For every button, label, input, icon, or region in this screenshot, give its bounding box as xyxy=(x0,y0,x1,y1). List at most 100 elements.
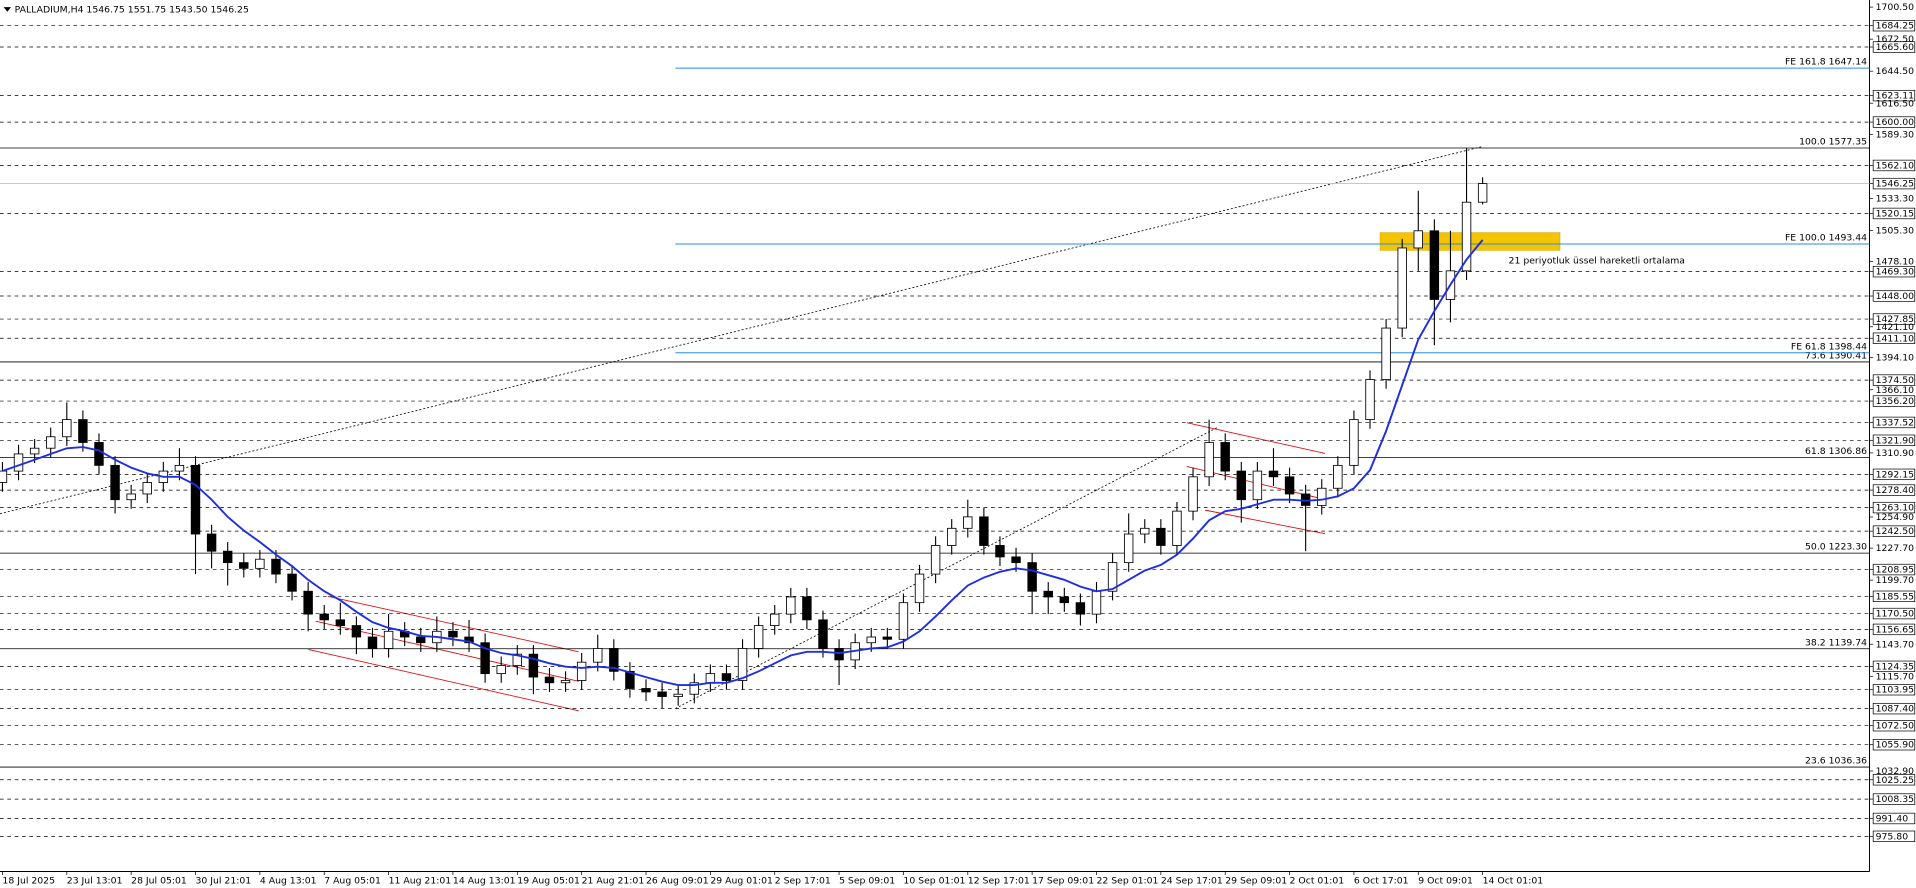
candle-body xyxy=(62,419,72,438)
y-tick-label: 1008.35 xyxy=(1876,795,1915,805)
y-tick-box xyxy=(1872,739,1916,751)
candle-body xyxy=(1075,602,1086,615)
candle-body xyxy=(1107,562,1118,592)
candle-body xyxy=(609,648,619,672)
y-tick-label: 1242.50 xyxy=(1876,527,1915,537)
x-tick-label: 5 Sep 09:01 xyxy=(839,876,895,886)
candle-body xyxy=(416,636,426,644)
y-tick-label: 1072.50 xyxy=(1876,722,1915,732)
y-tick-box xyxy=(1872,434,1916,446)
candle-body xyxy=(206,533,217,552)
y-tick-label: 1533.30 xyxy=(1876,195,1915,205)
y-tick-label: 1478.10 xyxy=(1876,258,1915,268)
x-tick-label: 29 Aug 01:01 xyxy=(710,876,773,886)
y-tick-label: 1055.90 xyxy=(1876,741,1915,751)
y-tick-label: 1170.50 xyxy=(1876,610,1915,620)
candle-body xyxy=(1220,442,1230,472)
candle-body xyxy=(1027,562,1037,592)
fibonacci-label: 50.0 1223.30 xyxy=(1805,543,1867,553)
y-tick-label: 1227.70 xyxy=(1876,544,1915,554)
candle-body xyxy=(190,464,201,535)
x-tick-label: 28 Jul 05:01 xyxy=(131,876,187,886)
candle-body xyxy=(576,661,587,681)
candle-body xyxy=(1252,470,1263,501)
candle-body xyxy=(866,636,876,644)
x-tick-label: 11 Aug 21:01 xyxy=(389,876,452,886)
candle-body xyxy=(1349,419,1359,466)
y-tick-box xyxy=(1872,159,1916,172)
candle-body xyxy=(110,464,120,501)
y-tick-box xyxy=(1872,590,1916,602)
y-tick-label: 1672.50 xyxy=(1876,35,1915,45)
y-tick-box xyxy=(1872,374,1916,386)
candle-body xyxy=(963,516,973,529)
y-tick-label: 1263.10 xyxy=(1876,504,1915,514)
y-tick-label: 1025.25 xyxy=(1876,776,1915,786)
channel-line xyxy=(308,649,578,710)
y-tick-box xyxy=(1872,395,1916,407)
candle-body xyxy=(319,613,329,621)
candle-body xyxy=(335,619,346,626)
candle-body xyxy=(480,642,490,675)
y-tick-label: 1427.85 xyxy=(1876,315,1915,325)
y-tick-label: 1032.90 xyxy=(1876,767,1915,777)
x-tick-label: 6 Oct 17:01 xyxy=(1354,876,1409,886)
candle-body xyxy=(528,653,539,678)
y-tick-label: 1337.52 xyxy=(1876,419,1914,429)
menu-arrow[interactable] xyxy=(3,7,12,12)
y-tick-label: 1684.25 xyxy=(1876,22,1915,32)
y-tick-label: 1292.15 xyxy=(1876,471,1915,481)
candle-body xyxy=(78,419,88,443)
y-tick-box xyxy=(1872,501,1916,514)
candle-body xyxy=(13,453,24,472)
candle-body xyxy=(898,602,909,640)
x-tick-label: 10 Sep 01:01 xyxy=(903,876,965,886)
y-tick-label: 1394.10 xyxy=(1876,354,1915,364)
y-tick-label: 1600.00 xyxy=(1876,118,1915,128)
candle-body xyxy=(1043,590,1053,598)
expansion-label: FE 161.8 1647.14 xyxy=(1785,58,1867,68)
candle-body xyxy=(544,676,555,684)
candle-body xyxy=(770,613,780,626)
x-tick-label: 17 Sep 09:01 xyxy=(1032,876,1094,886)
x-tick-label: 2 Oct 01:01 xyxy=(1290,876,1345,886)
y-tick-box xyxy=(1872,660,1916,673)
x-tick-label: 21 Aug 21:01 xyxy=(582,876,645,886)
candle-body xyxy=(94,442,104,466)
y-tick-label: 1546.25 xyxy=(1876,180,1915,190)
candle-body xyxy=(818,619,828,649)
y-tick-label: 1103.95 xyxy=(1876,686,1915,696)
candle-body xyxy=(303,590,313,615)
y-tick-label: 1124.35 xyxy=(1876,663,1915,673)
y-tick-box xyxy=(1872,623,1916,636)
y-tick-label: 1665.60 xyxy=(1876,43,1915,53)
x-tick-label: 29 Sep 09:01 xyxy=(1225,876,1287,886)
candle-body xyxy=(979,516,989,546)
candle-body xyxy=(657,691,667,697)
candle-body xyxy=(914,573,925,604)
candle-body xyxy=(625,670,635,689)
ema-annotation: 21 periyotluk üssel hareketli ortalama xyxy=(1509,257,1685,267)
y-tick-label: 1208.95 xyxy=(1876,566,1915,576)
candle-body xyxy=(383,630,394,649)
expansion-label: FE 100.0 1493.44 xyxy=(1785,234,1867,244)
y-tick-label: 1469.30 xyxy=(1876,268,1915,278)
y-tick-label: 1644.50 xyxy=(1876,67,1915,77)
y-tick-label: 1087.40 xyxy=(1876,705,1915,715)
y-tick-box xyxy=(1872,207,1916,220)
candle-body xyxy=(271,558,281,575)
candle-body xyxy=(1172,510,1182,546)
candle-body xyxy=(802,596,812,621)
x-tick-label: 23 Jul 13:01 xyxy=(67,876,123,886)
y-tick-label: 1115.70 xyxy=(1876,672,1915,682)
candle-body xyxy=(673,693,683,697)
y-tick-box xyxy=(1872,41,1916,53)
candle-body xyxy=(1381,327,1391,380)
fibonacci-label: 73.6 1390.41 xyxy=(1805,352,1867,362)
fibonacci-label: 100.0 1577.35 xyxy=(1799,138,1867,148)
y-tick-label: 1623.11 xyxy=(1876,92,1914,102)
y-tick-box xyxy=(1872,332,1916,344)
y-tick-label: 1366.10 xyxy=(1876,386,1915,396)
y-tick-label: 991.40 xyxy=(1876,815,1909,825)
